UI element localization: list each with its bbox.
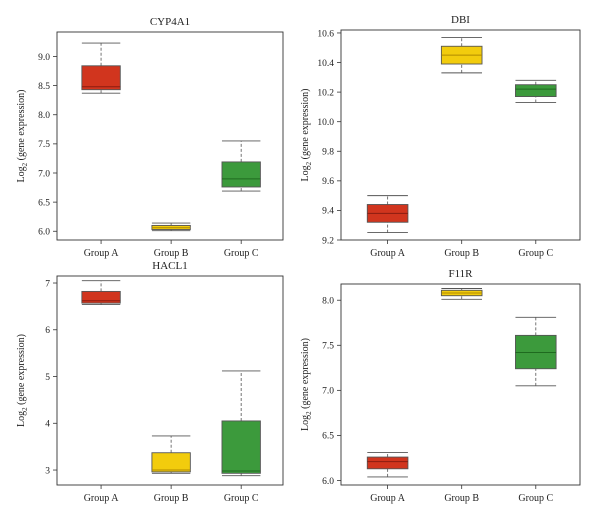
y-tick-label: 10.6 <box>317 29 334 39</box>
x-category-label: Group A <box>84 248 120 259</box>
box-group-a <box>81 280 121 305</box>
y-tick-label: 10.4 <box>317 59 334 69</box>
iqr-box <box>151 452 191 473</box>
y-tick-label: 9.0 <box>38 53 50 63</box>
chart-panel-1: DBI 9.2 9.4 9.6 9.8 10.0 10.2 10.4 10.6 Log2 (gen… <box>300 14 581 259</box>
y-tick-label: 6.5 <box>322 432 334 442</box>
x-category-label: Group A <box>370 248 406 259</box>
y-axis-label-rest: (gene expression) <box>300 338 311 411</box>
chart-panel-3: F11R 6.0 6.5 7.0 7.5 8.0 Log2 (gene expression… <box>300 268 581 504</box>
x-category-label: Group B <box>154 248 189 259</box>
y-tick-label: 7.0 <box>38 169 50 179</box>
plot-frame <box>56 31 284 241</box>
y-tick-label: 7.5 <box>322 342 334 352</box>
iqr-box <box>81 290 121 304</box>
y-axis-label-base: Log <box>300 165 311 181</box>
box-group-b <box>440 36 483 74</box>
x-category-label: Group C <box>224 493 259 504</box>
box-group-c <box>221 140 261 192</box>
y-tick-label: 10.2 <box>317 88 334 98</box>
y-tick-label: 6.5 <box>38 198 50 208</box>
iqr-box <box>221 420 261 474</box>
y-axis-label-subscript: 2 <box>305 161 313 165</box>
iqr-box <box>221 161 261 188</box>
iqr-box <box>81 65 121 91</box>
x-category-label: Group C <box>224 248 259 259</box>
y-tick-label: 4 <box>45 420 50 430</box>
y-tick-label: 9.8 <box>322 148 334 158</box>
y-axis-label-subscript: 2 <box>21 162 29 166</box>
box-group-b <box>440 288 483 300</box>
y-tick-label: 6.0 <box>38 228 50 238</box>
y-tick-label: 9.2 <box>322 236 334 246</box>
iqr-box <box>515 84 557 97</box>
y-axis-label-base: Log <box>16 411 27 427</box>
x-category-label: Group B <box>444 248 479 259</box>
chart-title: HACL1 <box>152 260 187 272</box>
x-category-label: Group B <box>444 493 479 504</box>
y-tick-label: 10.0 <box>317 118 334 128</box>
y-tick-label: 9.4 <box>322 207 334 217</box>
box-group-c <box>515 79 557 103</box>
chart-title: DBI <box>451 14 470 26</box>
y-tick-label: 7.5 <box>38 140 50 150</box>
y-axis-label: Log2 (gene expression) <box>300 89 313 182</box>
y-tick-label: 6.0 <box>322 477 334 487</box>
plot-frame <box>340 283 581 486</box>
y-tick-label: 7 <box>45 279 50 289</box>
y-tick-label: 7.0 <box>322 387 334 397</box>
y-tick-label: 3 <box>45 466 50 476</box>
plot-frame <box>340 29 581 241</box>
y-tick-label: 5 <box>45 373 50 383</box>
x-category-label: Group B <box>154 493 189 504</box>
y-axis-label: Log2 (gene expression) <box>16 334 29 427</box>
y-axis-label-subscript: 2 <box>21 407 29 411</box>
y-tick-label: 8.0 <box>38 111 50 121</box>
box-group-a <box>81 42 121 94</box>
plot-frame <box>56 275 284 486</box>
y-tick-label: 9.6 <box>322 177 334 187</box>
box-group-c <box>221 370 261 477</box>
box-group-c <box>515 316 557 387</box>
box-group-b <box>151 222 191 232</box>
y-tick-label: 6 <box>45 326 50 336</box>
x-category-label: Group C <box>518 493 553 504</box>
chart-panel-2: HACL1 3 4 5 6 7 Log2 (gene expression) Group A G… <box>16 260 284 504</box>
y-tick-label: 8.5 <box>38 82 50 92</box>
y-axis-label-subscript: 2 <box>305 411 313 415</box>
y-tick-label: 8.0 <box>322 297 334 307</box>
y-axis-label: Log2 (gene expression) <box>16 90 29 183</box>
chart-title: F11R <box>448 268 473 280</box>
y-axis-label-rest: (gene expression) <box>300 89 311 162</box>
y-axis-label-rest: (gene expression) <box>16 334 27 407</box>
x-category-label: Group A <box>370 493 406 504</box>
iqr-box <box>366 456 409 470</box>
y-axis-label-rest: (gene expression) <box>16 90 27 163</box>
box-group-b <box>151 435 191 474</box>
x-category-label: Group C <box>518 248 553 259</box>
y-axis-label-base: Log <box>300 415 311 431</box>
box-group-a <box>366 195 409 234</box>
chart-title: CYP4A1 <box>150 16 190 28</box>
chart-panel-0: CYP4A1 6.0 6.5 7.0 7.5 8.0 8.5 9.0 Log2 (gene ex… <box>16 16 284 259</box>
x-category-label: Group A <box>84 493 120 504</box>
box-group-a <box>366 452 409 478</box>
y-axis-label: Log2 (gene expression) <box>300 338 313 431</box>
y-axis-label-base: Log <box>16 166 27 182</box>
